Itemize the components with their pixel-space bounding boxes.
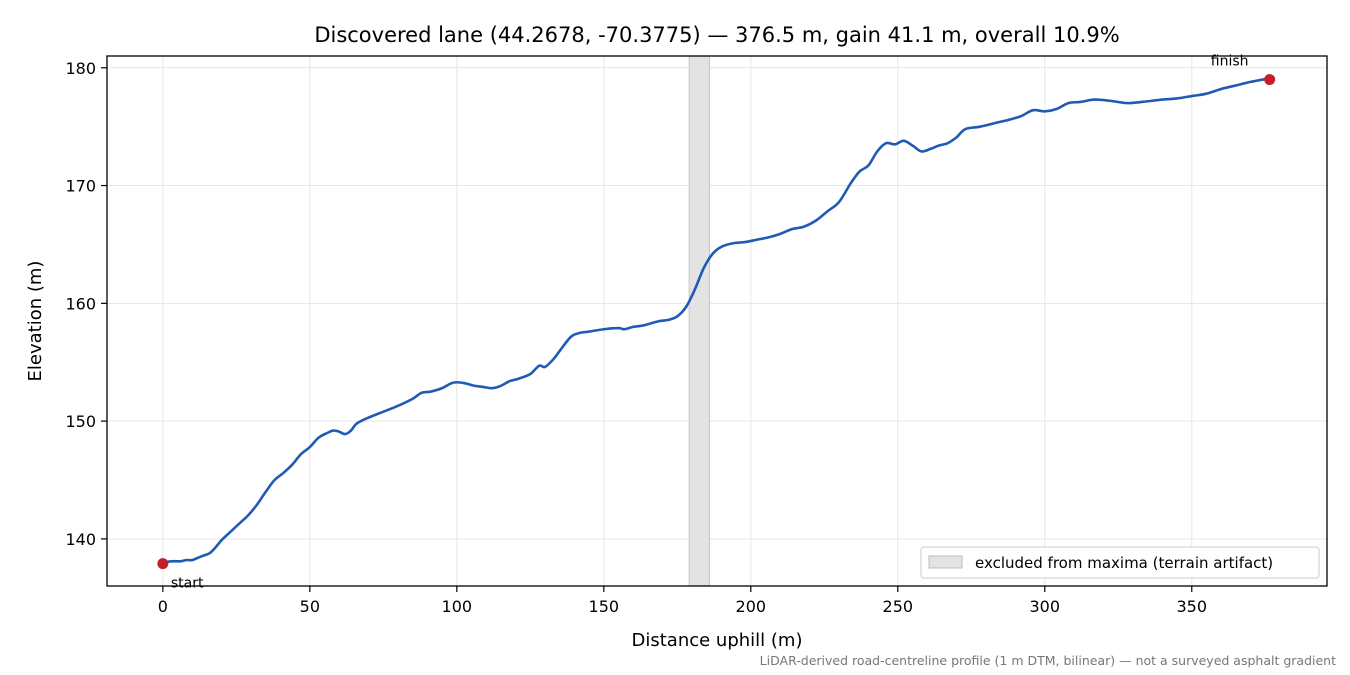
x-axis-ticks: 0 50 100 150 200 250 300 350 <box>158 586 1207 616</box>
x-axis-label: Distance uphill (m) <box>632 630 803 651</box>
excluded-band-layer <box>688 55 711 587</box>
x-tick-label: 250 <box>883 597 914 616</box>
x-tick-label: 50 <box>300 597 320 616</box>
x-tick-label: 300 <box>1030 597 1061 616</box>
x-tick-label: 200 <box>736 597 767 616</box>
series-layer <box>161 77 1271 564</box>
grid-lines <box>107 56 1327 586</box>
y-tick-label: 180 <box>65 59 96 78</box>
y-tick-label: 160 <box>65 294 96 313</box>
plot-frame <box>106 55 1328 587</box>
x-tick-label: 0 <box>158 597 168 616</box>
x-tick-label: 100 <box>442 597 473 616</box>
x-tick-label: 350 <box>1176 597 1207 616</box>
start-marker <box>157 558 169 570</box>
y-tick-label: 140 <box>65 530 96 549</box>
legend: excluded from maxima (terrain artifact) <box>920 546 1320 579</box>
y-axis-ticks: 140 150 160 170 180 <box>65 59 107 549</box>
marker-layer: start finish <box>157 54 1276 592</box>
elevation-line <box>161 77 1271 564</box>
legend-box <box>920 546 1320 579</box>
y-tick-label: 170 <box>65 177 96 196</box>
legend-swatch <box>928 555 963 569</box>
finish-label: finish <box>1211 54 1249 70</box>
finish-marker <box>1264 74 1276 86</box>
excluded-band <box>688 55 711 587</box>
start-label: start <box>171 576 204 592</box>
chart-title: Discovered lane (44.2678, -70.3775) — 37… <box>314 23 1119 47</box>
y-axis-label: Elevation (m) <box>25 261 46 382</box>
y-tick-label: 150 <box>65 412 96 431</box>
footnote: LiDAR-derived road-centreline profile (1… <box>760 653 1336 668</box>
legend-entry-excluded: excluded from maxima (terrain artifact) <box>975 554 1273 572</box>
x-tick-label: 150 <box>589 597 620 616</box>
